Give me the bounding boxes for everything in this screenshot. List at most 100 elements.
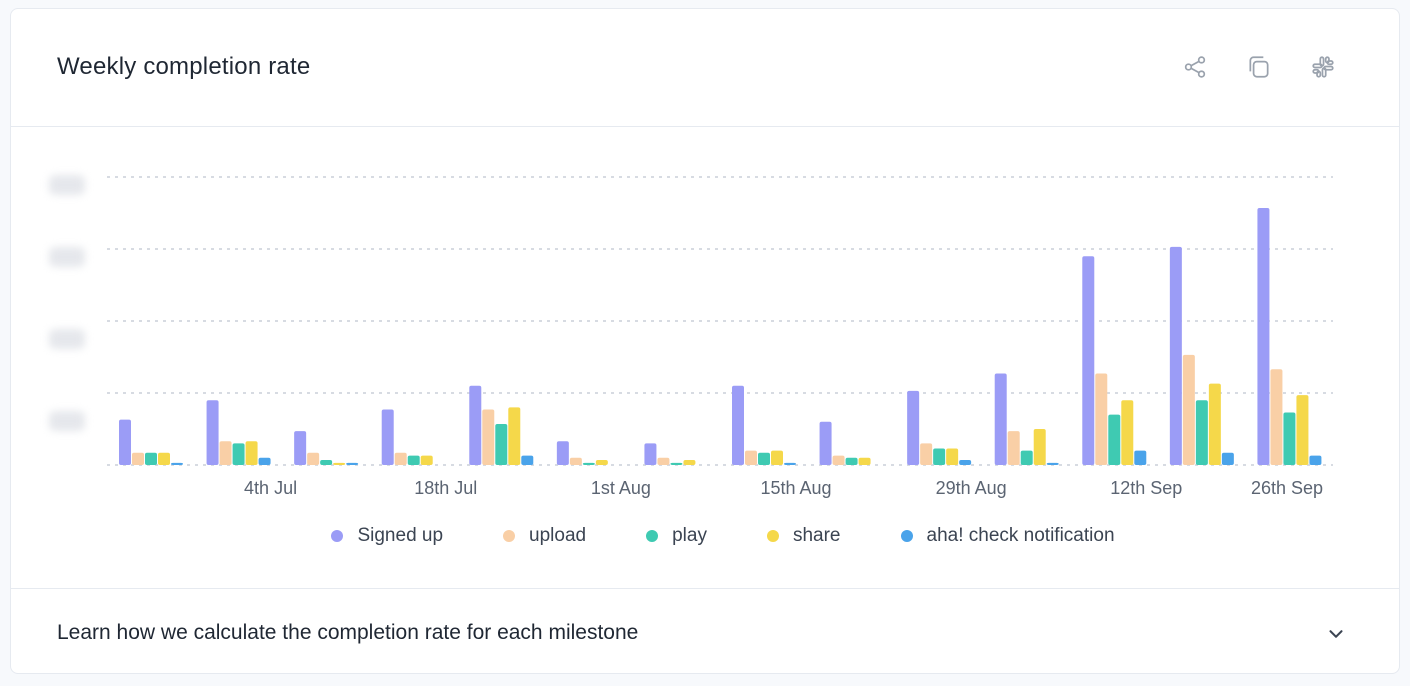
bar-upload-8[interactable] (832, 455, 845, 465)
bar-upload-6[interactable] (657, 457, 670, 465)
legend-dot (331, 530, 344, 542)
completion-rate-card: Weekly completion rate (10, 8, 1400, 674)
y-tick-label-blurred (49, 411, 85, 431)
bar-upload-9[interactable] (920, 443, 933, 465)
legend-dot (646, 530, 659, 542)
bar-share-7[interactable] (771, 450, 783, 465)
bar-play-2[interactable] (320, 459, 333, 465)
x-tick-label: 12th Sep (1110, 478, 1182, 498)
header-actions (1181, 53, 1337, 81)
legend-dot (900, 530, 913, 542)
bar-upload-11[interactable] (1095, 373, 1108, 465)
bar-signed_up-13[interactable] (1257, 207, 1270, 465)
bar-aha-0[interactable] (171, 462, 183, 465)
bar-play-7[interactable] (758, 452, 770, 465)
bar-play-10[interactable] (1020, 450, 1033, 465)
bar-play-12[interactable] (1195, 400, 1208, 465)
bar-play-4[interactable] (495, 423, 508, 465)
bar-play-11[interactable] (1108, 414, 1121, 465)
legend-label: Signed up (357, 525, 444, 546)
bar-share-9[interactable] (946, 448, 959, 465)
bar-aha-9[interactable] (959, 459, 972, 465)
bar-upload-4[interactable] (482, 409, 495, 465)
bar-play-3[interactable] (407, 455, 420, 465)
bar-signed_up-11[interactable] (1082, 256, 1095, 465)
bar-signed_up-2[interactable] (294, 431, 307, 465)
x-tick-label: 18th Jul (414, 478, 477, 498)
bar-upload-10[interactable] (1007, 431, 1020, 465)
chevron-down-icon[interactable] (1325, 623, 1347, 645)
bar-play-13[interactable] (1283, 412, 1296, 465)
legend-label: aha! check notification (926, 525, 1115, 546)
bar-share-5[interactable] (595, 459, 608, 465)
bar-upload-0[interactable] (132, 452, 144, 465)
legend-item-share[interactable]: share (766, 525, 841, 547)
bar-signed_up-1[interactable] (206, 400, 219, 465)
bar-signed_up-12[interactable] (1169, 246, 1182, 465)
bar-signed_up-5[interactable] (556, 441, 569, 465)
bar-share-10[interactable] (1033, 429, 1046, 465)
legend-label: share (792, 525, 841, 546)
bar-signed_up-8[interactable] (819, 421, 832, 465)
bar-share-13[interactable] (1296, 395, 1309, 465)
bar-share-8[interactable] (858, 457, 871, 465)
legend-dot (766, 530, 779, 542)
legend-item-upload[interactable]: upload (503, 525, 586, 547)
bar-share-3[interactable] (420, 455, 433, 465)
bar-upload-2[interactable] (307, 452, 320, 465)
learn-more-accordion[interactable]: Learn how we calculate the completion ra… (11, 589, 1399, 673)
bar-signed_up-9[interactable] (907, 390, 920, 465)
bar-share-4[interactable] (508, 407, 521, 465)
bar-chart: 4th Jul 18th Jul 1st Aug 15th Aug 29th Aug 12… (107, 176, 1333, 498)
bar-share-0[interactable] (158, 452, 170, 465)
bar-signed_up-4[interactable] (469, 385, 482, 465)
bar-play-9[interactable] (933, 448, 946, 465)
bar-aha-2[interactable] (346, 462, 359, 465)
bar-play-1[interactable] (232, 443, 245, 465)
bar-signed_up-0[interactable] (119, 419, 131, 465)
copy-icon[interactable] (1245, 53, 1273, 81)
bar-aha-1[interactable] (258, 457, 271, 465)
x-tick-label: 26th Sep (1251, 478, 1323, 498)
bar-share-6[interactable] (683, 459, 696, 465)
bar-share-1[interactable] (245, 441, 258, 465)
share-icon[interactable] (1181, 53, 1209, 81)
bar-share-11[interactable] (1121, 400, 1134, 465)
bar-signed_up-6[interactable] (644, 443, 657, 465)
learn-more-text: Learn how we calculate the completion ra… (57, 621, 639, 644)
legend-item-aha-check-notification[interactable]: aha! check notification (900, 525, 1115, 547)
bar-aha-13[interactable] (1309, 455, 1322, 465)
bar-signed_up-7[interactable] (732, 385, 744, 465)
bar-share-12[interactable] (1208, 383, 1221, 465)
legend-label: play (672, 525, 707, 546)
chart-legend: Signed up upload play share aha! check n… (11, 525, 1399, 547)
bar-aha-7[interactable] (784, 462, 796, 465)
card-title: Weekly completion rate (57, 53, 311, 80)
slack-icon[interactable] (1309, 53, 1337, 81)
bar-aha-4[interactable] (521, 455, 534, 465)
bar-share-2[interactable] (333, 462, 346, 465)
x-tick-label: 4th Jul (244, 478, 297, 498)
bar-upload-1[interactable] (219, 441, 232, 465)
bar-play-5[interactable] (582, 462, 595, 465)
x-tick-label: 29th Aug (936, 478, 1007, 498)
y-tick-label-blurred (49, 247, 85, 267)
bar-upload-12[interactable] (1182, 354, 1195, 465)
bar-signed_up-3[interactable] (381, 409, 394, 465)
bar-aha-10[interactable] (1046, 462, 1059, 465)
bar-upload-13[interactable] (1270, 369, 1283, 465)
bar-aha-11[interactable] (1134, 450, 1147, 465)
bar-upload-7[interactable] (745, 450, 757, 465)
legend-item-play[interactable]: play (646, 525, 707, 547)
bar-signed_up-10[interactable] (994, 373, 1007, 465)
bar-upload-3[interactable] (394, 452, 407, 465)
legend-item-signed-up[interactable]: Signed up (331, 525, 443, 547)
legend-dot (503, 530, 516, 542)
chart-area: 4th Jul 18th Jul 1st Aug 15th Aug 29th Aug 12… (11, 127, 1399, 589)
bar-play-6[interactable] (670, 462, 683, 465)
bar-play-0[interactable] (145, 452, 157, 465)
bar-upload-5[interactable] (569, 457, 582, 465)
bar-play-8[interactable] (845, 457, 858, 465)
y-tick-label-blurred (49, 329, 85, 349)
bar-aha-12[interactable] (1221, 452, 1234, 465)
